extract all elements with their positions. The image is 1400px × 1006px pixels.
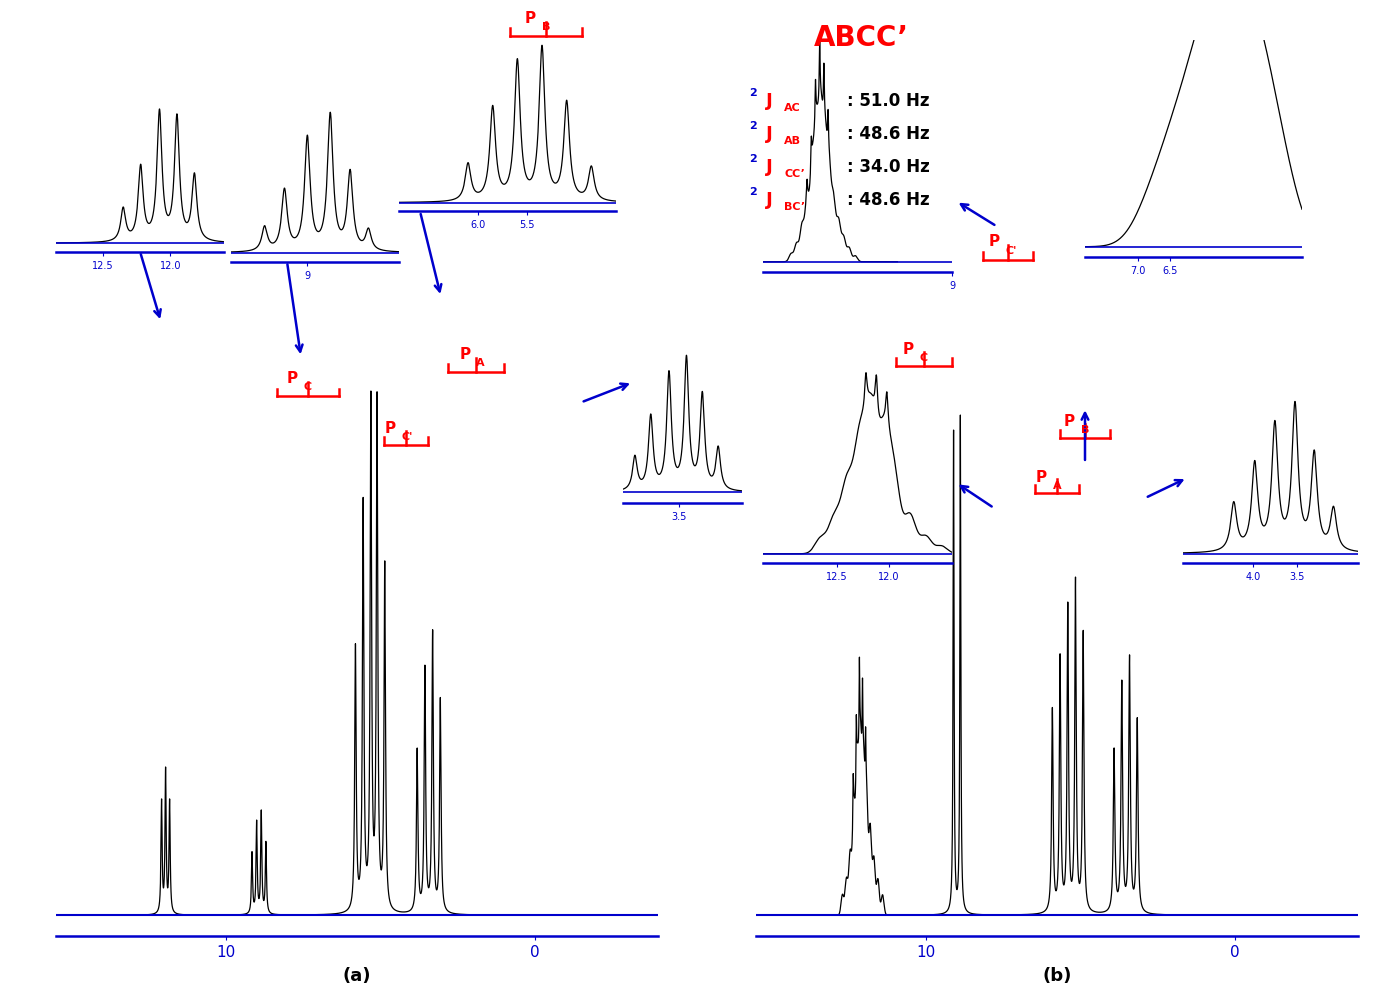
Text: (a): (a) bbox=[343, 967, 371, 985]
Text: : 48.6 Hz: : 48.6 Hz bbox=[847, 125, 930, 143]
Text: B: B bbox=[1081, 425, 1089, 435]
Text: P: P bbox=[1064, 413, 1075, 429]
Text: P: P bbox=[988, 234, 1000, 249]
Text: (b): (b) bbox=[1043, 967, 1071, 985]
Text: C: C bbox=[304, 382, 312, 392]
Text: A: A bbox=[1053, 481, 1061, 491]
Text: 2: 2 bbox=[749, 121, 757, 131]
Text: AC: AC bbox=[784, 103, 801, 113]
Text: : 34.0 Hz: : 34.0 Hz bbox=[847, 158, 930, 176]
Text: J: J bbox=[766, 158, 773, 176]
Text: 2: 2 bbox=[749, 154, 757, 164]
Text: B: B bbox=[542, 22, 550, 32]
Text: A: A bbox=[476, 358, 484, 368]
Text: P: P bbox=[1036, 470, 1047, 485]
Text: : 51.0 Hz: : 51.0 Hz bbox=[847, 92, 930, 110]
Text: : 48.6 Hz: : 48.6 Hz bbox=[847, 191, 930, 209]
Text: CC’: CC’ bbox=[784, 169, 805, 179]
Text: BC’: BC’ bbox=[784, 202, 805, 212]
Text: ABCC’: ABCC’ bbox=[813, 24, 909, 52]
Text: P: P bbox=[385, 421, 396, 436]
Text: C: C bbox=[920, 353, 928, 363]
Text: J: J bbox=[766, 191, 773, 209]
Text: C': C' bbox=[402, 432, 413, 442]
Text: P: P bbox=[459, 347, 470, 362]
Text: J: J bbox=[766, 125, 773, 143]
Text: P: P bbox=[287, 371, 298, 386]
Text: 2: 2 bbox=[749, 187, 757, 197]
Text: P: P bbox=[525, 11, 536, 26]
Text: AB: AB bbox=[784, 136, 801, 146]
Text: C': C' bbox=[1005, 245, 1016, 256]
Text: P: P bbox=[903, 342, 914, 357]
Text: J: J bbox=[766, 92, 773, 110]
Text: 2: 2 bbox=[749, 88, 757, 98]
